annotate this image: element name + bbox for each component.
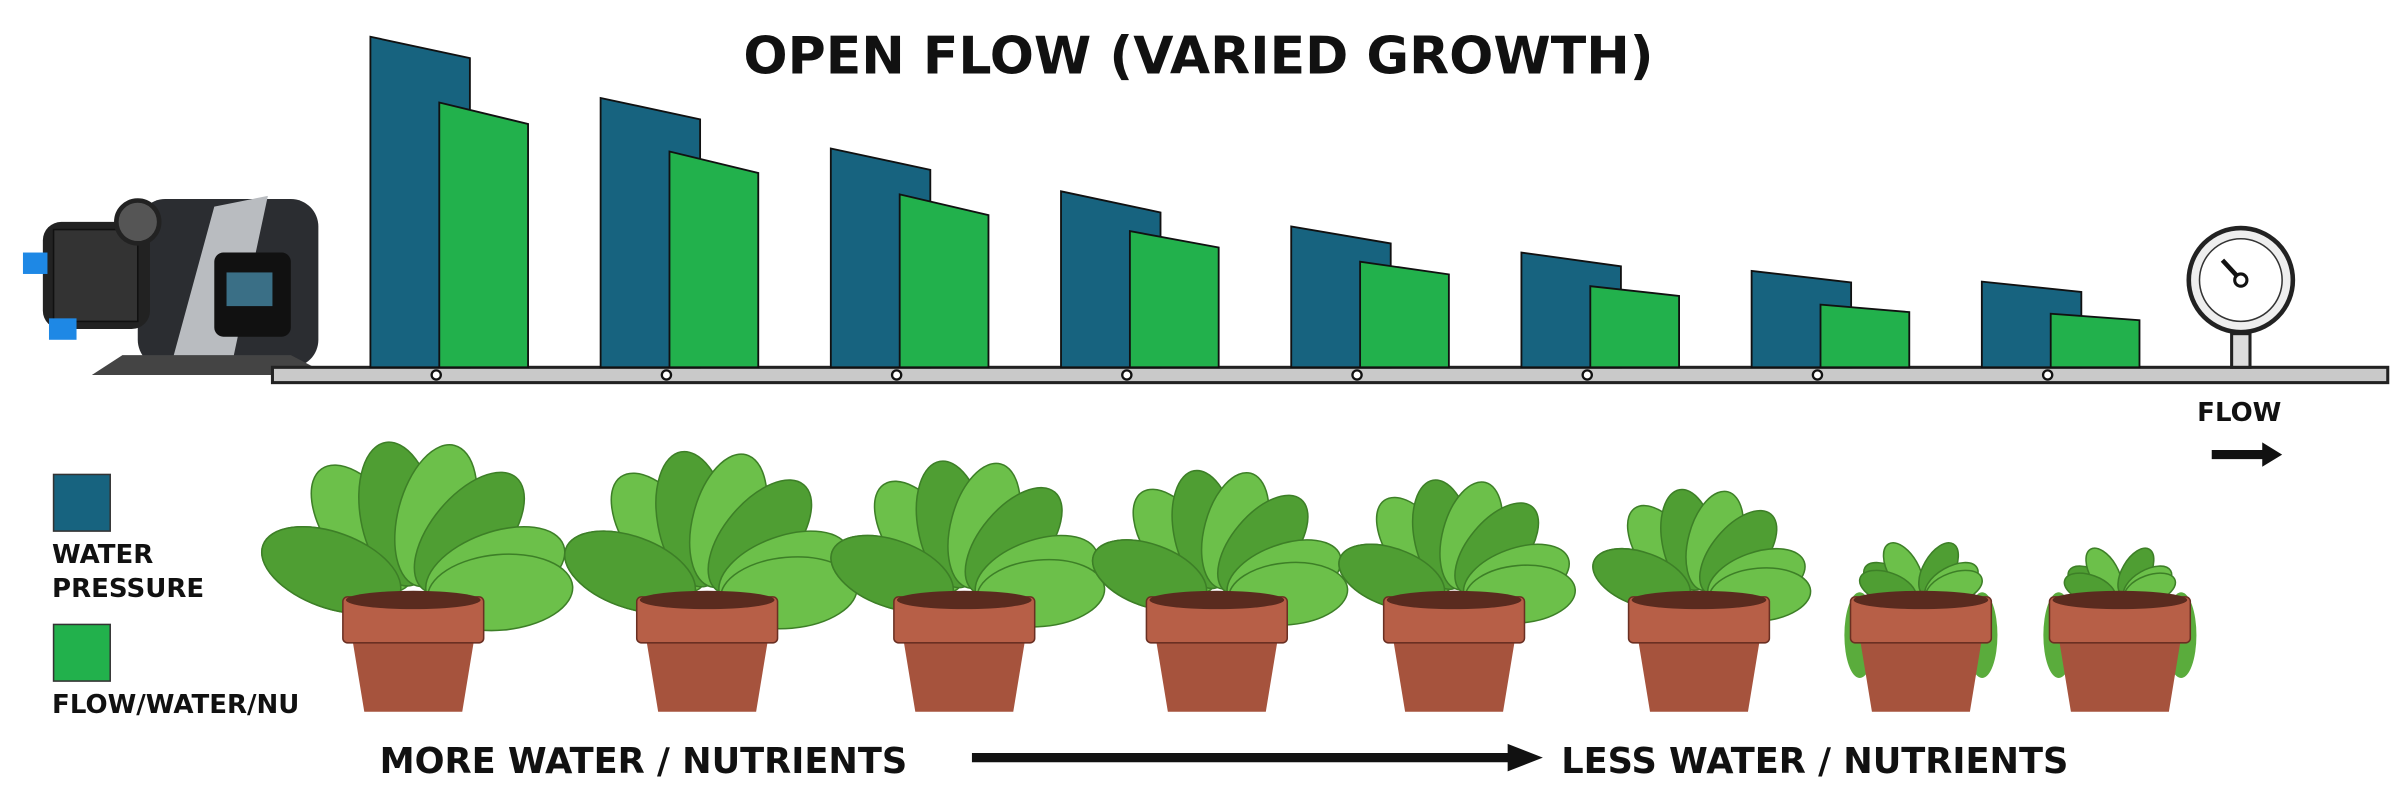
plant — [830, 460, 1106, 712]
plant — [1844, 542, 1998, 712]
soil — [1631, 590, 1767, 610]
bar — [2049, 312, 2141, 369]
flow-label: FLOW — [2197, 398, 2281, 428]
legend: WATER PRESSURE FLOW/WATER/NUTRIENTS — [52, 473, 297, 721]
direction-arrow — [971, 743, 1543, 772]
soil — [2052, 590, 2188, 610]
legend-swatch — [52, 473, 111, 532]
pump — [22, 195, 330, 375]
flow-arrow — [2211, 442, 2283, 467]
pipe-valve — [1811, 369, 1824, 381]
bar — [668, 150, 760, 369]
left-label: MORE WATER / NUTRIENTS — [380, 741, 908, 782]
soil — [1149, 590, 1285, 610]
bar — [1128, 230, 1220, 369]
legend-label-box: WATER PRESSURE — [52, 540, 205, 605]
bar — [438, 101, 529, 369]
soil — [639, 590, 775, 610]
soil — [345, 590, 481, 610]
pipe-valve — [1121, 369, 1133, 381]
plant — [563, 450, 858, 712]
bar — [1589, 285, 1680, 369]
pipe-valve — [1351, 369, 1363, 381]
bar — [1359, 260, 1450, 369]
gauge — [2186, 225, 2296, 369]
pipe-valve — [1581, 369, 1593, 381]
legend-label-box: FLOW/WATER/NUTRIENTS — [52, 690, 297, 721]
pipe-valve — [660, 369, 673, 381]
plant — [1592, 488, 1812, 712]
legend-label: FLOW/WATER/NUTRIENTS — [52, 690, 297, 721]
plants — [260, 441, 2197, 712]
pipe-valve — [2041, 369, 2054, 381]
bar — [1819, 303, 1911, 369]
soil — [1853, 590, 1989, 610]
legend-swatch — [52, 623, 111, 682]
right-label: LESS WATER / NUTRIENTS — [1561, 741, 2068, 782]
plant — [1091, 469, 1349, 712]
soil — [1386, 590, 1522, 610]
plant — [260, 441, 574, 712]
bar — [898, 193, 990, 369]
pipe — [270, 365, 2390, 385]
plant — [2043, 547, 2197, 712]
pipe-valve — [430, 369, 442, 381]
soil — [896, 590, 1032, 610]
plant — [1338, 479, 1577, 712]
pipe-valve — [890, 369, 903, 381]
title: OPEN FLOW (VARIED GROWTH) — [743, 26, 1653, 86]
legend-label: WATER PRESSURE — [52, 540, 205, 605]
